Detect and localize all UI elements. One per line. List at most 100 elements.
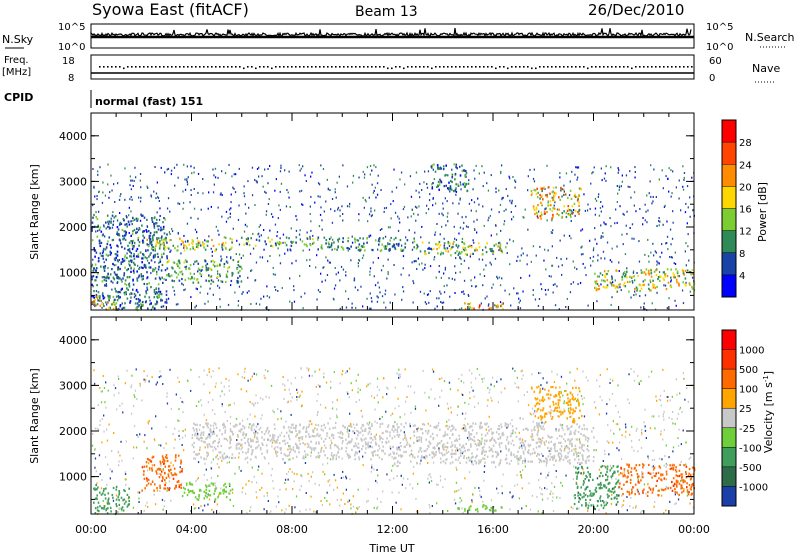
range-gate-cell (674, 299, 676, 302)
range-gate-cell (621, 434, 623, 437)
range-gate-cell (223, 452, 226, 455)
freq-dot (155, 66, 157, 68)
range-gate-cell (477, 402, 479, 405)
range-gate-cell (380, 269, 383, 272)
range-gate-cell (238, 467, 240, 470)
range-gate-cell (463, 279, 466, 282)
range-gate-cell (282, 383, 284, 386)
range-gate-cell (509, 508, 511, 511)
range-gate-cell (649, 427, 652, 430)
range-gate-cell (209, 484, 211, 487)
range-gate-cell (115, 498, 118, 501)
range-gate-cell (407, 478, 409, 480)
range-gate-cell (552, 213, 554, 216)
range-gate-cell (479, 494, 481, 497)
freq-dot (659, 66, 661, 68)
range-gate-cell (135, 368, 137, 371)
range-gate-cell (410, 195, 413, 198)
range-gate-cell (461, 169, 464, 173)
freq-dot (431, 67, 433, 70)
range-gate-cell (624, 253, 627, 256)
range-gate-cell (210, 205, 212, 208)
range-gate-cell (282, 440, 284, 443)
range-gate-cell (409, 483, 411, 486)
range-gate-cell (311, 242, 314, 245)
range-gate-cell (610, 225, 612, 228)
range-gate-cell (577, 166, 579, 169)
range-gate-cell (140, 273, 143, 276)
range-gate-cell (677, 412, 680, 415)
range-gate-cell (93, 213, 95, 217)
range-gate-cell (307, 433, 310, 436)
range-gate-cell (220, 192, 222, 195)
range-gate-cell (96, 284, 98, 287)
range-gate-cell (536, 213, 539, 216)
range-gate-cell (179, 397, 182, 400)
range-gate-cell (500, 378, 502, 381)
range-gate-cell (109, 506, 112, 509)
range-gate-cell (185, 265, 187, 268)
range-gate-cell (223, 265, 225, 268)
range-gate-cell (167, 197, 170, 200)
range-gate-cell (495, 243, 497, 246)
range-gate-cell (304, 462, 307, 464)
range-gate-cell (99, 491, 101, 494)
range-gate-cell (674, 276, 676, 279)
range-gate-cell (207, 435, 209, 438)
range-gate-cell (387, 425, 389, 428)
range-gate-cell (405, 400, 407, 403)
range-gate-cell (540, 213, 543, 216)
range-gate-cell (117, 375, 119, 378)
range-gate-cell (257, 468, 259, 471)
range-gate-cell (103, 279, 106, 282)
range-gate-cell (120, 496, 123, 499)
beam-title: Beam 13 (355, 4, 418, 20)
noise-trace (90, 28, 694, 39)
range-gate-cell (249, 413, 251, 416)
range-gate-cell (259, 489, 261, 491)
range-gate-cell (667, 396, 669, 398)
range-gate-cell (470, 386, 473, 389)
range-gate-cell (293, 300, 296, 303)
range-gate-cell (276, 235, 278, 238)
range-gate-cell (223, 426, 225, 429)
range-gate-cell (157, 287, 160, 290)
range-gate-cell (437, 180, 440, 183)
range-gate-cell (280, 431, 283, 434)
range-gate-cell (257, 402, 259, 404)
range-gate-cell (95, 290, 98, 293)
range-gate-cell (378, 286, 380, 289)
range-gate-cell (222, 492, 225, 495)
range-gate-cell (123, 489, 125, 492)
range-gate-cell (128, 487, 130, 490)
range-gate-cell (469, 397, 471, 400)
range-gate-cell (475, 285, 478, 288)
range-gate-cell (672, 170, 674, 173)
range-gate-cell (537, 191, 539, 194)
range-gate-cell (147, 505, 149, 508)
range-gate-cell (210, 260, 213, 263)
range-gate-cell (174, 427, 176, 430)
range-gate-cell (457, 246, 459, 249)
range-gate-cell (191, 243, 194, 246)
range-gate-cell (155, 239, 158, 242)
range-gate-cell (640, 511, 642, 514)
range-gate-cell (570, 237, 572, 240)
range-gate-cell (542, 377, 544, 380)
range-gate-cell (688, 270, 691, 274)
range-gate-cell (264, 190, 266, 193)
range-gate-cell (644, 294, 647, 297)
range-gate-cell (204, 462, 206, 465)
range-gate-cell (333, 241, 335, 244)
range-gate-cell (670, 169, 672, 172)
range-gate-cell (390, 414, 392, 417)
range-gate-cell (158, 444, 160, 446)
range-gate-cell (116, 231, 119, 234)
range-gate-cell (170, 249, 172, 252)
range-gate-cell (118, 198, 121, 201)
range-gate-cell (179, 237, 181, 240)
range-gate-cell (597, 259, 599, 262)
range-gate-cell (123, 247, 126, 250)
range-gate-cell (464, 183, 467, 186)
range-gate-cell (447, 242, 450, 245)
